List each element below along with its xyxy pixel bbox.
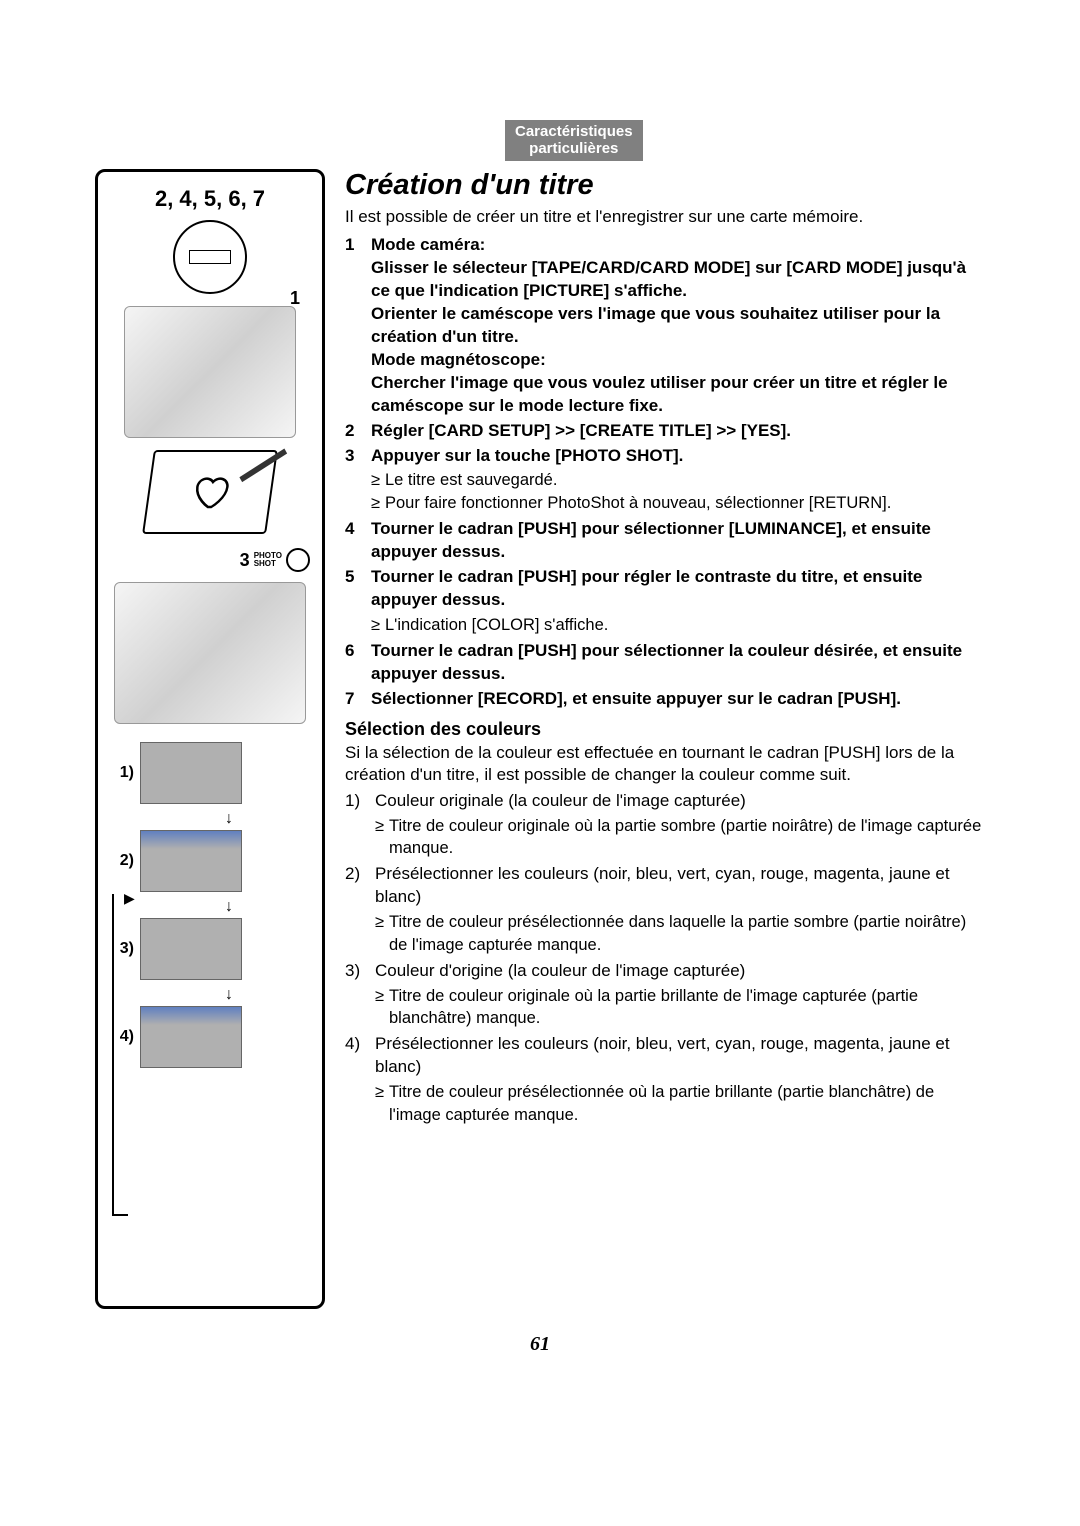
color-bullets: Titre de couleur originale où la partie … — [375, 815, 985, 860]
color-samples: 1) ↓ 2) ↓ 3) ↓ 4) — [106, 742, 314, 1068]
step-text: Régler [CARD SETUP] >> [CREATE TITLE] >>… — [371, 420, 985, 443]
color-number: 1) — [345, 790, 375, 861]
camera-illustration-1 — [124, 306, 296, 438]
down-arrow-icon: ↓ — [106, 986, 314, 1004]
color-main-text: Couleur d'origine (la couleur de l'image… — [375, 960, 985, 983]
step-item: 3Appuyer sur la touche [PHOTO SHOT].Le t… — [345, 445, 985, 516]
sample-row: 4) — [106, 1006, 314, 1068]
subheading: Sélection des couleurs — [345, 719, 985, 740]
step-number: 4 — [345, 518, 371, 564]
step-number: 5 — [345, 566, 371, 638]
step-text: Appuyer sur la touche [PHOTO SHOT].Le ti… — [371, 445, 985, 516]
step-item: 2Régler [CARD SETUP] >> [CREATE TITLE] >… — [345, 420, 985, 443]
step-text: Tourner le cadran [PUSH] pour sélectionn… — [371, 518, 985, 564]
bullet-item: Le titre est sauvegardé. — [371, 469, 985, 491]
color-item: 1)Couleur originale (la couleur de l'ima… — [345, 790, 985, 861]
sample-image-1 — [140, 742, 242, 804]
color-bullets: Titre de couleur originale où la partie … — [375, 985, 985, 1030]
button-icon — [286, 548, 310, 572]
step-number: 1 — [345, 234, 371, 418]
color-text: Présélectionner les couleurs (noir, bleu… — [375, 1033, 985, 1127]
tablet-heart-illustration — [142, 450, 278, 534]
color-bullets: Titre de couleur présélectionnée dans la… — [375, 911, 985, 956]
page-title: Création d'un titre — [345, 169, 985, 202]
pencil-icon — [239, 449, 287, 483]
callout-3: 3 — [240, 550, 250, 571]
color-number: 3) — [345, 960, 375, 1031]
callout-3-row: 3 PHOTO SHOT — [106, 548, 314, 572]
down-arrow-icon: ↓ — [106, 810, 314, 828]
sample-image-2 — [140, 830, 242, 892]
sample-num-2: 2) — [106, 852, 134, 870]
color-number: 4) — [345, 1033, 375, 1127]
sample-row: 3) — [106, 918, 314, 980]
heart-icon — [185, 472, 235, 512]
step-item: 5Tourner le cadran [PUSH] pour régler le… — [345, 566, 985, 638]
step-bullets: Le titre est sauvegardé.Pour faire fonct… — [371, 469, 985, 514]
connector-line — [112, 894, 128, 1216]
step-bold-text: Régler [CARD SETUP] >> [CREATE TITLE] >>… — [371, 420, 985, 443]
color-main-text: Présélectionner les couleurs (noir, bleu… — [375, 1033, 985, 1079]
step-number: 7 — [345, 688, 371, 711]
step-number: 2 — [345, 420, 371, 443]
sample-image-4 — [140, 1006, 242, 1068]
page-number: 61 — [95, 1333, 985, 1356]
connector-arrow-icon: ▶ — [124, 890, 135, 907]
sample-row: 2) — [106, 830, 314, 892]
step-item: 6Tourner le cadran [PUSH] pour sélection… — [345, 640, 985, 686]
sample-image-3 — [140, 918, 242, 980]
step-bold-text: Tourner le cadran [PUSH] pour régler le … — [371, 566, 985, 612]
dial-illustration — [173, 220, 247, 294]
color-main-text: Présélectionner les couleurs (noir, bleu… — [375, 863, 985, 909]
figure-step-refs: 2, 4, 5, 6, 7 — [106, 186, 314, 212]
color-bullets: Titre de couleur présélectionnée où la p… — [375, 1081, 985, 1126]
step-bold-text: Tourner le cadran [PUSH] pour sélectionn… — [371, 518, 985, 564]
left-column: 2, 4, 5, 6, 7 1 3 PHOTO SHOT — [95, 169, 325, 1309]
tab-line2: particulières — [529, 140, 618, 157]
content-row: 2, 4, 5, 6, 7 1 3 PHOTO SHOT — [95, 169, 985, 1309]
step-text: Tourner le cadran [PUSH] pour sélectionn… — [371, 640, 985, 686]
step-bold-text: Mode caméra: Glisser le sélecteur [TAPE/… — [371, 234, 985, 418]
step-item: 1Mode caméra: Glisser le sélecteur [TAPE… — [345, 234, 985, 418]
section-tab: Caractéristiques particulières — [505, 120, 643, 161]
intro-text: Il est possible de créer un titre et l'e… — [345, 206, 985, 228]
color-text: Présélectionner les couleurs (noir, bleu… — [375, 863, 985, 957]
camera-illustration-2 — [114, 582, 306, 724]
sample-num-1: 1) — [106, 764, 134, 782]
step-bold-text: Sélectionner [RECORD], et ensuite appuye… — [371, 688, 985, 711]
bullet-item: Titre de couleur présélectionnée dans la… — [375, 911, 985, 956]
color-item: 3)Couleur d'origine (la couleur de l'ima… — [345, 960, 985, 1031]
sample-row: 1) — [106, 742, 314, 804]
bullet-item: Titre de couleur originale où la partie … — [375, 815, 985, 860]
step-list: 1Mode caméra: Glisser le sélecteur [TAPE… — [345, 234, 985, 711]
step-text: Mode caméra: Glisser le sélecteur [TAPE/… — [371, 234, 985, 418]
illustration-box: 2, 4, 5, 6, 7 1 3 PHOTO SHOT — [95, 169, 325, 1309]
color-number: 2) — [345, 863, 375, 957]
down-arrow-icon: ↓ — [106, 898, 314, 916]
bullet-item: Titre de couleur originale où la partie … — [375, 985, 985, 1030]
bullet-item: L'indication [COLOR] s'affiche. — [371, 614, 985, 636]
step-number: 3 — [345, 445, 371, 516]
color-list: 1)Couleur originale (la couleur de l'ima… — [345, 790, 985, 1128]
tab-line1: Caractéristiques — [515, 123, 633, 140]
photoshot-label: PHOTO SHOT — [254, 552, 282, 568]
step-text: Sélectionner [RECORD], et ensuite appuye… — [371, 688, 985, 711]
step-text: Tourner le cadran [PUSH] pour régler le … — [371, 566, 985, 638]
color-item: 4)Présélectionner les couleurs (noir, bl… — [345, 1033, 985, 1127]
step-item: 4Tourner le cadran [PUSH] pour sélection… — [345, 518, 985, 564]
step-bold-text: Appuyer sur la touche [PHOTO SHOT]. — [371, 445, 985, 468]
bullet-item: Titre de couleur présélectionnée où la p… — [375, 1081, 985, 1126]
color-text: Couleur d'origine (la couleur de l'image… — [375, 960, 985, 1031]
step-item: 7Sélectionner [RECORD], et ensuite appuy… — [345, 688, 985, 711]
color-item: 2)Présélectionner les couleurs (noir, bl… — [345, 863, 985, 957]
color-main-text: Couleur originale (la couleur de l'image… — [375, 790, 985, 813]
page: Caractéristiques particulières 2, 4, 5, … — [0, 0, 1080, 1396]
color-intro: Si la sélection de la couleur est effect… — [345, 742, 985, 786]
right-column: Création d'un titre Il est possible de c… — [345, 169, 985, 1130]
step-bold-text: Tourner le cadran [PUSH] pour sélectionn… — [371, 640, 985, 686]
step-number: 6 — [345, 640, 371, 686]
color-text: Couleur originale (la couleur de l'image… — [375, 790, 985, 861]
bullet-item: Pour faire fonctionner PhotoShot à nouve… — [371, 492, 985, 514]
step-bullets: L'indication [COLOR] s'affiche. — [371, 614, 985, 636]
